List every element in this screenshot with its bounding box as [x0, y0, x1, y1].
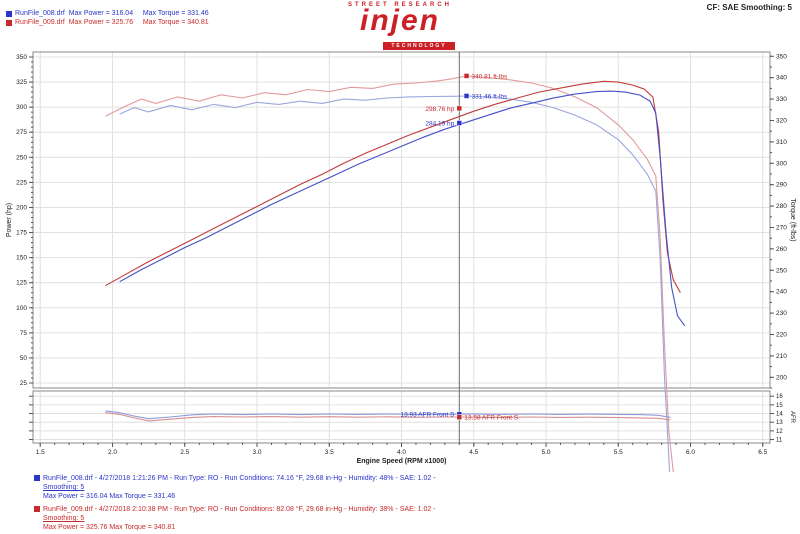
power-blue-curve: [119, 90, 686, 327]
svg-text:300: 300: [776, 160, 787, 167]
svg-text:5.5: 5.5: [614, 449, 623, 456]
run2-color-swatch: [6, 19, 12, 26]
value-readout: 340.81 ft-lbs: [463, 73, 509, 80]
afr-axis-title: AFR: [789, 411, 795, 424]
svg-text:290: 290: [776, 182, 787, 189]
run1-color-swatch: [34, 475, 40, 481]
run2-color-swatch: [34, 506, 40, 512]
svg-text:340.81 ft-lbs: 340.81 ft-lbs: [472, 73, 509, 80]
svg-text:250: 250: [16, 154, 27, 161]
svg-text:12: 12: [776, 429, 783, 435]
power-axis-title: Power (hp): [6, 203, 13, 237]
svg-text:200: 200: [16, 204, 27, 211]
svg-text:13.58 AFR Front S: 13.58 AFR Front S: [464, 415, 518, 422]
svg-text:6.5: 6.5: [758, 449, 767, 456]
legend-run-2: RunFile_009.drf Max Power = 325.76 Max T…: [6, 18, 209, 27]
svg-text:270: 270: [776, 224, 787, 231]
svg-text:25: 25: [20, 380, 28, 387]
svg-text:275: 275: [16, 129, 27, 136]
svg-text:310: 310: [776, 139, 787, 146]
svg-text:325: 325: [16, 79, 27, 86]
svg-text:150: 150: [16, 255, 27, 262]
run1-max-values: Max Power = 316.04 Max Torque = 331.46: [43, 493, 176, 500]
legend-run-1-text: RunFile_008.drf Max Power = 316.04 Max T…: [15, 10, 209, 17]
svg-text:75: 75: [20, 330, 28, 337]
afr-red-curve: [105, 412, 671, 422]
dyno-chart: 25 50 75 100 125 150 175 200 225 250 275 300 325 350 2…: [6, 51, 796, 472]
svg-text:284.19 hp: 284.19 hp: [425, 121, 454, 128]
svg-text:3.0: 3.0: [252, 449, 261, 456]
svg-text:2.5: 2.5: [180, 449, 189, 456]
run1-smoothing: Smoothing: 5: [43, 484, 85, 491]
x-axis-title: Engine Speed (RPM x1000): [357, 458, 447, 465]
svg-text:230: 230: [776, 310, 787, 317]
svg-text:4.0: 4.0: [397, 449, 406, 456]
svg-text:298.76 hp: 298.76 hp: [425, 106, 454, 113]
run-summary-1: RunFile_008.drf - 4/27/2018 1:21:26 PM -…: [34, 474, 436, 501]
svg-text:125: 125: [16, 280, 27, 287]
svg-text:1.5: 1.5: [36, 449, 45, 456]
logo-street-research: STREET RESEARCH: [347, 2, 452, 8]
svg-text:320: 320: [776, 117, 787, 124]
svg-text:330: 330: [776, 96, 787, 103]
axes: 25 50 75 100 125 150 175 200 225 250 275 300 325 350 2…: [6, 53, 796, 465]
torque-axis-title: Torque (ft-lbs): [789, 198, 796, 241]
value-readout: 284.19 hp: [425, 120, 463, 128]
svg-text:100: 100: [16, 305, 27, 312]
svg-text:13.93 AFR Front S: 13.93 AFR Front S: [400, 412, 454, 419]
legend-run-1: RunFile_008.drf Max Power = 316.04 Max T…: [6, 9, 209, 18]
svg-text:250: 250: [776, 267, 787, 274]
svg-text:16: 16: [776, 394, 783, 400]
svg-text:340: 340: [776, 75, 787, 82]
svg-text:260: 260: [776, 246, 787, 253]
run-legend: RunFile_008.drf Max Power = 316.04 Max T…: [6, 9, 209, 27]
torque-blue-curve: [119, 95, 671, 472]
svg-text:225: 225: [16, 179, 27, 186]
svg-text:3.5: 3.5: [325, 449, 334, 456]
svg-text:50: 50: [20, 355, 28, 362]
run2-info: RunFile_009.drf - 4/27/2018 2:10:38 PM -…: [43, 506, 436, 513]
run1-info: RunFile_008.drf - 4/27/2018 1:21:26 PM -…: [43, 475, 436, 482]
value-readout: 13.58 AFR Front S: [456, 414, 519, 422]
svg-text:200: 200: [776, 374, 787, 381]
curves: [105, 75, 686, 472]
svg-text:220: 220: [776, 331, 787, 338]
svg-text:331.46 ft-lbs: 331.46 ft-lbs: [472, 93, 509, 100]
afr-blue-curve: [105, 410, 671, 420]
run2-smoothing: Smoothing: 5: [43, 515, 85, 522]
svg-text:350: 350: [776, 53, 787, 60]
svg-text:350: 350: [16, 54, 27, 61]
svg-text:5.0: 5.0: [541, 449, 550, 456]
power-red-curve: [105, 80, 681, 293]
svg-text:4.5: 4.5: [469, 449, 478, 456]
correction-factor-text: CF: SAE Smoothing: 5: [706, 3, 792, 12]
svg-text:210: 210: [776, 353, 787, 360]
svg-text:2.0: 2.0: [108, 449, 117, 456]
value-readout: 13.93 AFR Front S: [400, 411, 463, 419]
run2-max-values: Max Power = 325.76 Max Torque = 340.81: [43, 524, 176, 531]
svg-text:15: 15: [776, 403, 783, 409]
svg-text:14: 14: [776, 412, 783, 418]
run1-color-swatch: [6, 10, 12, 17]
svg-text:240: 240: [776, 289, 787, 296]
svg-text:300: 300: [16, 104, 27, 111]
gridlines: [33, 52, 770, 443]
svg-text:11: 11: [776, 438, 783, 444]
value-readout: 298.76 hp: [425, 105, 463, 113]
svg-text:280: 280: [776, 203, 787, 210]
svg-text:6.0: 6.0: [686, 449, 695, 456]
torque-red-curve: [105, 75, 674, 472]
legend-run-2-text: RunFile_009.drf Max Power = 325.76 Max T…: [15, 19, 209, 26]
value-readout: 331.46 ft-lbs: [463, 93, 509, 100]
svg-text:175: 175: [16, 230, 27, 237]
svg-text:13: 13: [776, 420, 783, 426]
run-summary-2: RunFile_009.drf - 4/27/2018 2:10:38 PM -…: [34, 505, 436, 532]
